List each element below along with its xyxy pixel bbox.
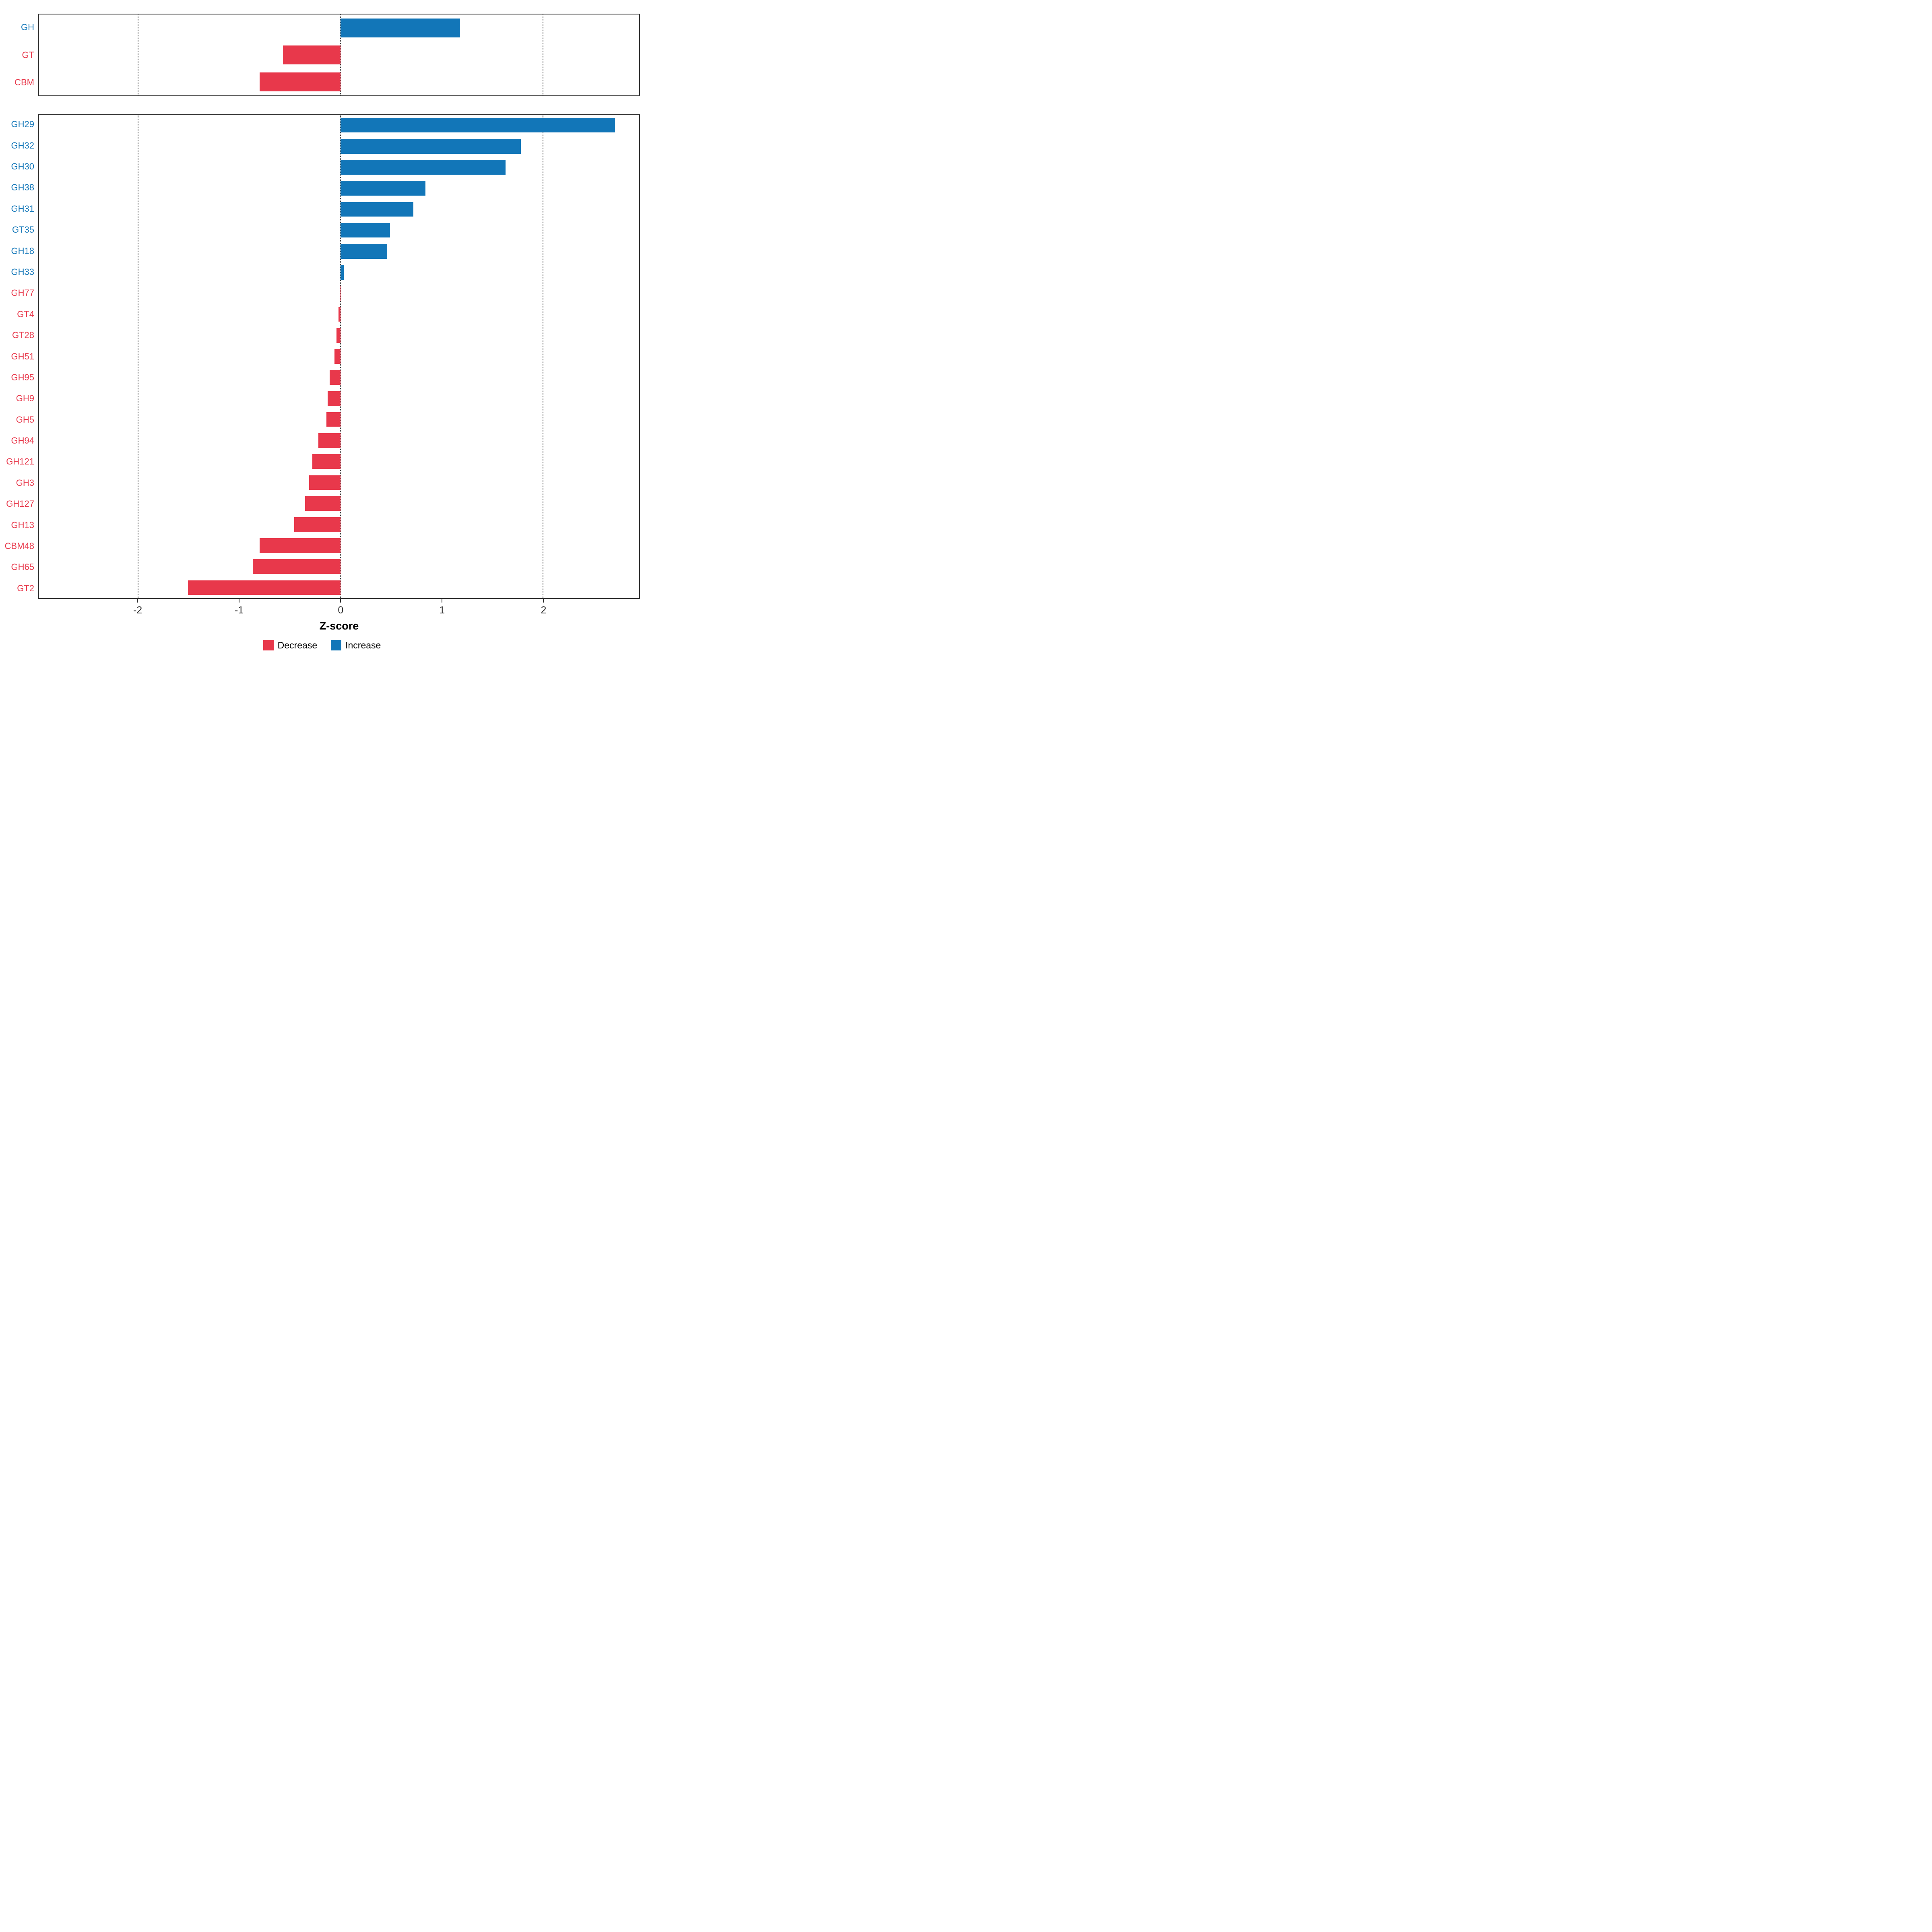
y-axis-label-GT: GT xyxy=(22,50,34,60)
panel-families: GH29 GH32 GH30 GH38 GH31 GT35 GH18 GH33 GH77 GT4 G… xyxy=(0,114,640,599)
y-axis-label-GH3: GH3 xyxy=(16,477,34,488)
x-tick xyxy=(340,599,341,603)
legend-item-decrease: Decrease xyxy=(263,640,317,651)
bar-GH31 xyxy=(341,202,414,217)
bar-GH127 xyxy=(305,496,341,511)
y-axis-label-GH95: GH95 xyxy=(11,372,34,382)
y-axis-label-GH77: GH77 xyxy=(11,288,34,298)
gridline xyxy=(340,14,341,95)
y-axis-label-GH65: GH65 xyxy=(11,562,34,572)
y-axis-label-GH38: GH38 xyxy=(11,182,34,193)
bar-GH33 xyxy=(341,265,344,280)
bar-CBM xyxy=(260,72,341,91)
x-tick-label: -1 xyxy=(235,605,244,616)
y-axis-label-GH29: GH29 xyxy=(11,119,34,130)
x-tick xyxy=(137,599,138,603)
bar-GH77 xyxy=(339,286,341,301)
bar-GH65 xyxy=(252,559,341,574)
y-axis-label-GT4: GT4 xyxy=(17,309,34,319)
bar-GH38 xyxy=(341,181,426,196)
x-axis: -2 -1 0 1 2 xyxy=(38,599,640,620)
gridline xyxy=(340,115,341,598)
x-tick-label: 0 xyxy=(338,605,344,616)
y-axis-label-CBM: CBM xyxy=(14,77,34,87)
y-axis-label-GH33: GH33 xyxy=(11,266,34,277)
bar-GH94 xyxy=(318,433,341,448)
x-tick-label: 1 xyxy=(439,605,445,616)
y-axis-label-GH121: GH121 xyxy=(6,456,34,467)
bar-GH51 xyxy=(334,349,341,364)
bar-GH121 xyxy=(312,454,341,469)
bar-GH32 xyxy=(341,139,521,154)
y-axis-label-GT2: GT2 xyxy=(17,583,34,593)
y-axis-label-GH: GH xyxy=(21,22,34,33)
y-axis-label-GT35: GT35 xyxy=(12,225,34,235)
legend-swatch-increase xyxy=(331,640,342,650)
panel-classes: GH GT CBM xyxy=(0,14,640,96)
bar-GT2 xyxy=(188,580,341,595)
bar-CBM48 xyxy=(260,538,341,553)
y-axis-label-GH18: GH18 xyxy=(11,246,34,256)
y-axis-label-GH31: GH31 xyxy=(11,203,34,214)
legend-swatch-decrease xyxy=(263,640,274,650)
bar-GH30 xyxy=(341,160,506,175)
zscore-bar-chart: GH GT CBM GH29 GH32 GH30 GH38 GH31 GT35 GH18 GH33… xyxy=(0,0,644,650)
legend-label-decrease: Decrease xyxy=(277,640,318,650)
y-axis-label-GH94: GH94 xyxy=(11,436,34,446)
y-axis-labels-bottom: GH29 GH32 GH30 GH38 GH31 GT35 GH18 GH33 GH77 GT4 G… xyxy=(0,114,38,599)
y-axis-label-GH32: GH32 xyxy=(11,140,34,151)
plot-area-top xyxy=(38,14,640,96)
legend-item-increase: Increase xyxy=(331,640,381,651)
legend: Decrease Increase xyxy=(0,636,644,654)
bar-GT4 xyxy=(339,307,341,322)
bar-GH5 xyxy=(326,412,341,427)
y-axis-label-GH51: GH51 xyxy=(11,351,34,361)
x-tick-label: 2 xyxy=(541,605,547,616)
bar-GH95 xyxy=(329,370,341,385)
y-axis-label-CBM48: CBM48 xyxy=(4,541,34,551)
bar-GH13 xyxy=(294,517,341,532)
bar-GH3 xyxy=(309,475,341,490)
legend-label-increase: Increase xyxy=(345,640,381,650)
y-axis-label-GH5: GH5 xyxy=(16,414,34,425)
y-axis-label-GH127: GH127 xyxy=(6,499,34,509)
bar-GT35 xyxy=(341,223,390,238)
y-axis-label-GH30: GH30 xyxy=(11,161,34,171)
y-axis-label-GH13: GH13 xyxy=(11,520,34,530)
y-axis-labels-top: GH GT CBM xyxy=(0,14,38,96)
y-axis-label-GH9: GH9 xyxy=(16,393,34,404)
bar-GT xyxy=(283,45,341,64)
bar-GH29 xyxy=(341,118,615,133)
bar-GH9 xyxy=(327,391,341,406)
bar-GH18 xyxy=(341,244,387,259)
x-tick xyxy=(543,599,544,603)
bar-GH xyxy=(341,19,460,37)
x-axis-title: Z-score xyxy=(319,620,359,632)
y-axis-label-GT28: GT28 xyxy=(12,330,34,341)
plot-area-bottom xyxy=(38,114,640,599)
x-tick-label: -2 xyxy=(133,605,142,616)
bar-GT28 xyxy=(336,328,341,343)
